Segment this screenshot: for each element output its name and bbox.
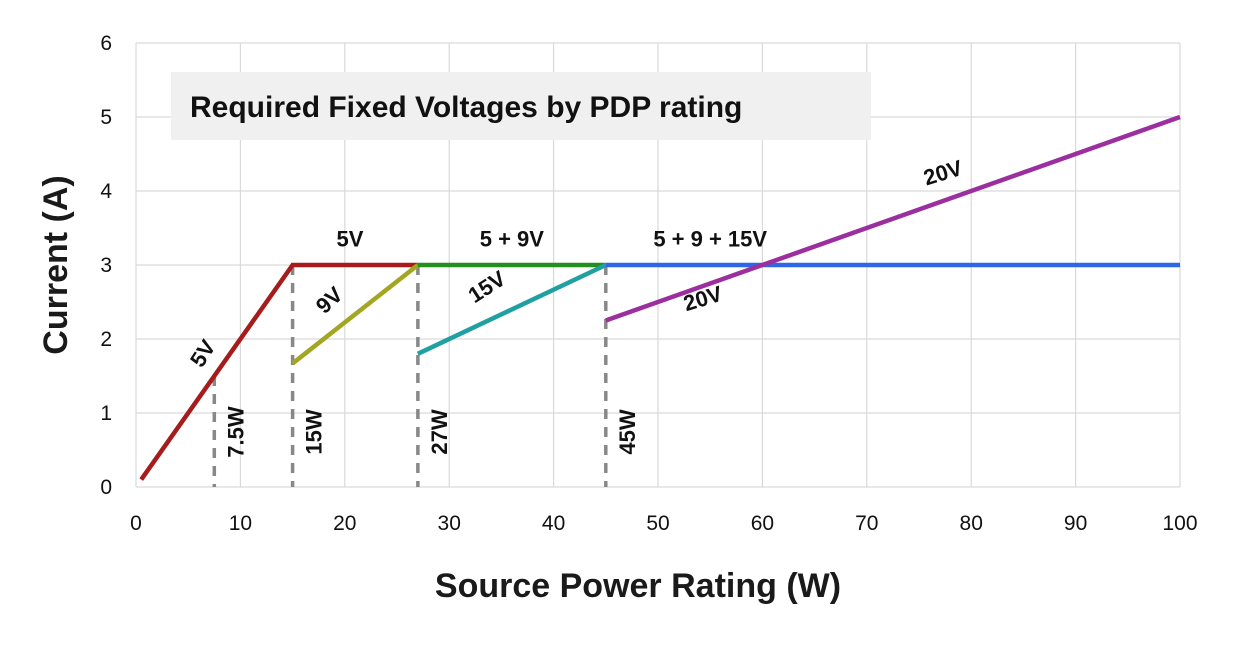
series-lines [139,114,1181,481]
series-line [291,263,420,366]
y-tick-label: 4 [100,180,112,203]
series-line [416,262,607,356]
x-tick-label: 40 [542,512,565,535]
power-marker-lines [212,265,608,487]
x-tick-label: 0 [130,512,142,535]
y-tick-label: 0 [100,476,112,499]
x-tick-label: 70 [855,512,878,535]
power-marker-label: 45W [615,409,640,454]
chart-title: Required Fixed Voltages by PDP rating [190,91,742,124]
title-box [171,72,871,140]
power-marker-label: 27W [427,409,452,454]
y-tick-label: 1 [100,402,112,425]
segment-label: 5V [185,335,221,371]
x-tick-label: 30 [438,512,461,535]
power-marker-labels: 7.5W 15W 27W 45W [223,406,640,458]
segment-label: 15V [464,266,511,308]
segment-label: 20V [921,155,966,190]
x-tick-label: 80 [960,512,983,535]
x-tick-label: 10 [229,512,252,535]
x-tick-label: 20 [333,512,356,535]
x-axis-title: Source Power Rating (W) [435,567,841,605]
power-marker-label: 7.5W [223,406,248,458]
y-tick-label: 5 [100,106,112,129]
series-line [605,114,1181,323]
y-tick-label: 2 [100,328,112,351]
tick-labels: 0 10 20 30 40 50 60 70 80 90 100 0 1 2 3 4 5 6 [100,32,1197,535]
y-tick-label: 6 [100,32,112,55]
segment-label: 5V [337,227,364,252]
segment-label: 20V [680,281,725,316]
series-line [139,262,418,481]
segment-label: 5 + 9V [480,227,545,252]
x-tick-label: 100 [1162,512,1197,535]
x-tick-label: 60 [751,512,774,535]
x-tick-label: 50 [646,512,669,535]
x-tick-label: 90 [1064,512,1087,535]
segment-label: 5 + 9 + 15V [653,227,767,252]
y-axis-title: Current (A) [37,175,75,354]
power-marker-label: 15W [302,409,327,454]
y-tick-label: 3 [100,254,112,277]
segment-label: 9V [311,282,348,319]
